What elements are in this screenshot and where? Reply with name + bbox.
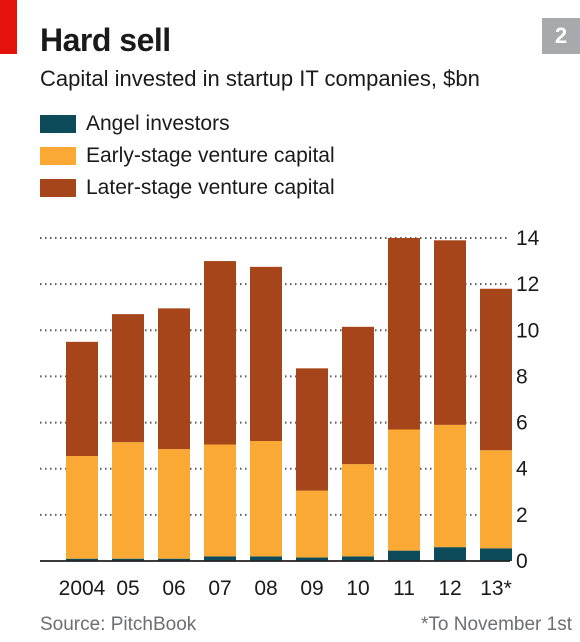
bar-segment-13-series-1 xyxy=(480,450,512,549)
bar-segment-09-series-1 xyxy=(296,490,328,558)
x-tick-label-2004: 2004 xyxy=(59,577,106,600)
chart-subtitle: Capital invested in startup IT companies… xyxy=(40,66,480,91)
legend-swatch-early xyxy=(40,147,76,165)
bar-segment-07-series-2 xyxy=(204,261,236,445)
chart-number-badge: 2 xyxy=(542,18,580,54)
bar-segment-13-series-2 xyxy=(480,288,512,451)
bar-segment-11-series-2 xyxy=(388,238,420,430)
bar-segment-06-series-0 xyxy=(158,558,190,561)
brand-red-tab xyxy=(0,0,17,54)
bar-segment-05-series-0 xyxy=(112,558,144,561)
legend-item-early: Early-stage venture capital xyxy=(40,140,335,172)
legend-label-later: Later-stage venture capital xyxy=(86,176,335,199)
y-tick-label-10: 10 xyxy=(516,319,539,342)
legend-label-early: Early-stage venture capital xyxy=(86,144,335,167)
bar-segment-12-series-1 xyxy=(434,424,466,548)
legend-swatch-angel xyxy=(40,115,76,133)
y-tick-label-12: 12 xyxy=(516,273,539,296)
bar-segment-11-series-0 xyxy=(388,550,420,561)
bar-segment-11-series-1 xyxy=(388,429,420,551)
bar-segment-12-series-0 xyxy=(434,547,466,561)
x-tick-label-06: 06 xyxy=(162,577,185,600)
bar-segment-07-series-1 xyxy=(204,444,236,557)
x-tick-label-07: 07 xyxy=(208,577,231,600)
bar-segment-08-series-2 xyxy=(250,266,282,442)
bar-segment-05-series-1 xyxy=(112,442,144,559)
chart-title: Hard sell xyxy=(40,22,171,58)
legend-label-angel: Angel investors xyxy=(86,112,230,135)
bar-segment-07-series-0 xyxy=(204,556,236,561)
x-tick-label-09: 09 xyxy=(300,577,323,600)
stacked-bar-chart: 0 2 4 6 8 10 12 14 2004 05 06 07 08 09 10 11 12 13* xyxy=(40,227,540,600)
bar-segment-10-series-0 xyxy=(342,556,374,561)
legend-item-later: Later-stage venture capital xyxy=(40,172,335,204)
footnote: *To November 1st xyxy=(420,614,572,635)
bar-segment-2004-series-0 xyxy=(66,558,98,561)
bar-segment-08-series-0 xyxy=(250,556,282,561)
bar-segment-09-series-0 xyxy=(296,557,328,561)
bar-segment-2004-series-2 xyxy=(66,341,98,457)
bar-segment-10-series-1 xyxy=(342,464,374,557)
y-tick-label-8: 8 xyxy=(516,365,528,388)
bar-segment-12-series-2 xyxy=(434,240,466,425)
bar-segment-13-series-0 xyxy=(480,548,512,561)
legend-item-angel: Angel investors xyxy=(40,108,335,140)
x-tick-label-11: 11 xyxy=(393,577,415,600)
source-note: Source: PitchBook xyxy=(40,614,197,635)
x-tick-label-10: 10 xyxy=(346,577,369,600)
x-tick-label-08: 08 xyxy=(254,577,277,600)
y-tick-label-2: 2 xyxy=(516,504,528,527)
bar-segment-05-series-2 xyxy=(112,314,144,443)
bar-segment-06-series-1 xyxy=(158,449,190,559)
y-tick-label-0: 0 xyxy=(516,550,528,573)
bar-segment-08-series-1 xyxy=(250,441,282,557)
x-tick-label-12: 12 xyxy=(438,577,461,600)
y-tick-label-4: 4 xyxy=(516,458,528,481)
legend: Angel investors Early-stage venture capi… xyxy=(40,108,335,204)
x-tick-label-05: 05 xyxy=(116,577,139,600)
x-tick-label-13: 13* xyxy=(480,577,512,600)
bar-segment-09-series-2 xyxy=(296,368,328,491)
y-tick-label-14: 14 xyxy=(516,227,540,250)
bar-segment-2004-series-1 xyxy=(66,456,98,559)
bar-segment-10-series-2 xyxy=(342,326,374,465)
legend-swatch-later xyxy=(40,179,76,197)
y-tick-label-6: 6 xyxy=(516,412,528,435)
bar-segment-06-series-2 xyxy=(158,308,190,450)
